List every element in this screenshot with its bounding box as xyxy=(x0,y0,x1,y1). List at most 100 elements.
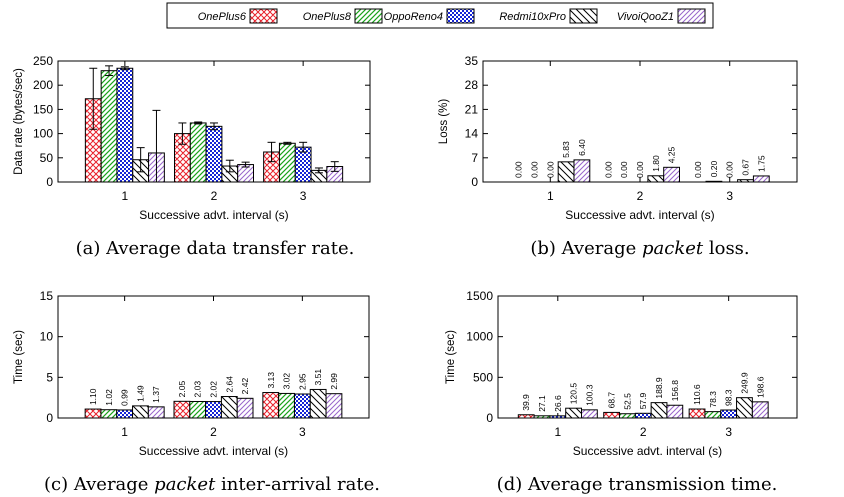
y-tick-label: 28 xyxy=(465,78,479,92)
y-tick-label: 500 xyxy=(473,370,493,384)
y-tick-label: 7 xyxy=(471,151,478,165)
value-label: 100.3 xyxy=(584,384,594,406)
legend-label-oneplus8: OnePlus8 xyxy=(303,11,352,23)
x-axis-label: Successive advt. interval (s) xyxy=(139,208,288,222)
value-label: 0.99 xyxy=(120,389,130,406)
x-tick-label: 2 xyxy=(210,425,217,439)
bar-opporeno4-2 xyxy=(205,125,223,183)
chart-c-inter-arrival: 0 5 10 15 Time (sec) Successive advt. interva… xyxy=(13,289,370,458)
legend-swatch-redmi10xpro xyxy=(569,8,598,24)
caption-a: (a) Average data transfer rate. xyxy=(76,238,355,259)
value-label: 156.8 xyxy=(670,380,680,402)
bar-redmi10xpro-3 xyxy=(737,179,754,183)
bar-oneplus6-3 xyxy=(262,392,280,419)
y-tick-label: 0 xyxy=(471,175,478,189)
y-axis-label: Data rate (bytes/sec) xyxy=(13,68,25,175)
x-tick-label: 1 xyxy=(547,189,554,203)
legend-label-vivoiqooz1: VivoiQooZ1 xyxy=(617,11,674,23)
value-label: 26.6 xyxy=(553,395,563,412)
bar-oneplus6-2 xyxy=(173,400,191,419)
bar-redmi10xpro-3 xyxy=(736,397,753,419)
bar-vivoiqooz1-3 xyxy=(325,393,343,419)
bar-oneplus8-3 xyxy=(278,392,295,419)
bar-opporeno4-2 xyxy=(205,401,222,419)
x-tick-label: 3 xyxy=(726,189,733,203)
bar-vivoiqooz1-1 xyxy=(147,406,165,419)
bar-vivoiqooz1-1 xyxy=(573,159,591,183)
value-label: 27.1 xyxy=(537,395,547,412)
value-label: 2.64 xyxy=(224,376,234,393)
value-label: 0.00 xyxy=(635,161,645,178)
x-tick-label: 3 xyxy=(300,189,307,203)
value-label: 39.9 xyxy=(521,394,531,411)
value-label: 0.00 xyxy=(693,161,703,178)
value-label: 1.75 xyxy=(756,155,766,172)
bar-opporeno4-2 xyxy=(634,412,652,419)
bar-vivoiqooz1-3 xyxy=(752,175,770,183)
bar-opporeno4-1 xyxy=(549,415,567,419)
value-label: 0.00 xyxy=(514,161,524,178)
y-axis-label: Time (sec) xyxy=(445,330,457,384)
bar-oneplus8-1 xyxy=(100,70,118,183)
bar-vivoiqooz1-3 xyxy=(751,401,769,419)
value-label: 98.3 xyxy=(724,389,734,406)
bar-oneplus8-3 xyxy=(705,180,723,183)
bar-opporeno4-3 xyxy=(293,393,311,419)
value-label: 1.37 xyxy=(151,386,161,403)
value-label: 4.25 xyxy=(667,146,677,163)
y-tick-label: 0 xyxy=(486,411,493,425)
x-axis-label: Successive advt. interval (s) xyxy=(139,444,288,458)
y-tick-label: 14 xyxy=(465,127,479,141)
bar-oneplus8-2 xyxy=(189,122,207,183)
value-label: 1.80 xyxy=(651,155,661,172)
value-label: 1.10 xyxy=(88,388,98,405)
legend-swatch-opporeno4 xyxy=(446,8,475,24)
value-label: 2.02 xyxy=(209,381,219,398)
legend-swatch-oneplus6 xyxy=(249,8,278,24)
value-label: 3.02 xyxy=(282,373,292,390)
bar-redmi10xpro-1 xyxy=(132,405,149,419)
value-label: 57.9 xyxy=(638,392,648,409)
value-label: 110.6 xyxy=(692,384,702,405)
chart-a-data-rate: 0 50 100 150 200 250 Data rate (bytes/sec) Succ… xyxy=(13,54,371,222)
y-tick-label: 100 xyxy=(33,127,53,141)
bar-oneplus6-3 xyxy=(688,408,706,419)
bar-oneplus8-2 xyxy=(189,400,207,419)
bar-redmi10xpro-1 xyxy=(557,161,575,183)
x-axis-label: Successive advt. interval (s) xyxy=(573,444,722,458)
bar-redmi10xpro-2 xyxy=(650,402,668,419)
bar-vivoiqooz1-1 xyxy=(581,409,598,419)
value-label: 198.6 xyxy=(755,376,765,398)
value-label: 5.83 xyxy=(561,141,571,158)
value-label: 0.67 xyxy=(741,159,751,176)
bar-oneplus8-3 xyxy=(704,411,722,419)
y-tick-label: 50 xyxy=(40,151,54,165)
chart-d-transmission-time: 0 500 1000 1500 Time (sec) Successive advt. i… xyxy=(445,289,798,458)
y-tick-label: 5 xyxy=(46,370,53,384)
bar-redmi10xpro-2 xyxy=(647,175,665,183)
value-label: 0.00 xyxy=(529,161,539,178)
y-tick-label: 1000 xyxy=(466,330,493,344)
y-tick-label: 200 xyxy=(33,78,53,92)
value-label: 0.00 xyxy=(725,161,735,178)
value-label: 1.02 xyxy=(104,389,114,406)
bar-vivoiqooz1-2 xyxy=(236,397,254,419)
value-label: 2.05 xyxy=(177,381,187,398)
bar-vivoiqooz1-2 xyxy=(663,166,681,183)
legend-label-redmi10xpro: Redmi10xPro xyxy=(499,11,566,23)
caption-d: (d) Average transmission time. xyxy=(497,474,778,495)
bar-oneplus6-1 xyxy=(517,414,535,419)
value-label: 120.5 xyxy=(569,383,579,405)
value-label: 2.99 xyxy=(329,373,339,390)
bar-oneplus8-2 xyxy=(619,413,636,419)
x-tick-label: 3 xyxy=(725,425,732,439)
y-tick-label: 21 xyxy=(465,102,479,116)
value-label: 3.13 xyxy=(266,372,276,389)
bar-redmi10xpro-1 xyxy=(565,407,583,419)
legend-swatch-vivoiqooz1 xyxy=(677,8,706,24)
x-tick-label: 1 xyxy=(554,425,561,439)
x-tick-label: 3 xyxy=(299,425,306,439)
value-label: 1.49 xyxy=(135,385,145,402)
